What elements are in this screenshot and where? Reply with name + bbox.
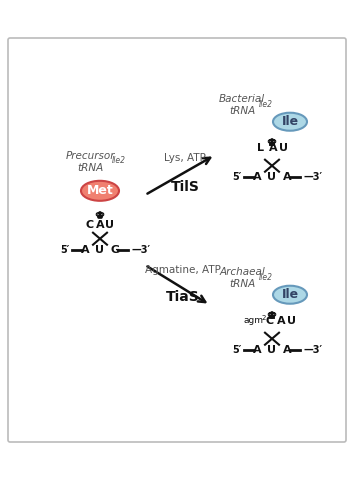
Ellipse shape bbox=[81, 181, 119, 201]
Text: Met: Met bbox=[87, 184, 113, 198]
Ellipse shape bbox=[101, 214, 102, 215]
Ellipse shape bbox=[270, 314, 271, 315]
Text: Ile2: Ile2 bbox=[112, 156, 126, 166]
Text: A: A bbox=[81, 244, 89, 254]
Text: A: A bbox=[253, 172, 261, 181]
Text: Precursor
tRNA: Precursor tRNA bbox=[65, 151, 115, 173]
Text: 5′: 5′ bbox=[61, 244, 70, 254]
Text: A: A bbox=[253, 344, 261, 354]
Text: Agmatine, ATP: Agmatine, ATP bbox=[144, 265, 221, 275]
Text: Bacterial
tRNA: Bacterial tRNA bbox=[219, 94, 265, 116]
Ellipse shape bbox=[273, 314, 274, 315]
Text: L: L bbox=[257, 142, 264, 152]
Text: 2: 2 bbox=[262, 314, 266, 320]
Text: —3′: —3′ bbox=[132, 244, 151, 254]
Text: A: A bbox=[283, 344, 291, 354]
Text: A: A bbox=[283, 172, 291, 181]
Text: U: U bbox=[280, 142, 289, 152]
Text: TiaS: TiaS bbox=[166, 290, 199, 304]
Text: U: U bbox=[96, 244, 104, 254]
Text: U: U bbox=[287, 316, 297, 326]
Text: Ile2: Ile2 bbox=[259, 100, 273, 109]
FancyBboxPatch shape bbox=[8, 38, 346, 442]
Ellipse shape bbox=[273, 286, 307, 304]
Text: agm: agm bbox=[244, 316, 264, 325]
Text: Ile2: Ile2 bbox=[259, 273, 273, 282]
Text: U: U bbox=[268, 172, 276, 181]
Text: A: A bbox=[277, 316, 285, 326]
Ellipse shape bbox=[273, 141, 274, 142]
Text: 5′: 5′ bbox=[233, 172, 242, 181]
Text: Ile: Ile bbox=[281, 288, 298, 301]
Text: TilS: TilS bbox=[171, 180, 199, 194]
Text: —3′: —3′ bbox=[304, 344, 323, 354]
Text: Lys, ATP: Lys, ATP bbox=[164, 153, 206, 163]
Ellipse shape bbox=[98, 214, 99, 215]
Text: G: G bbox=[110, 244, 120, 254]
Text: U: U bbox=[268, 344, 276, 354]
Text: A: A bbox=[269, 142, 277, 152]
Text: Ile: Ile bbox=[281, 115, 298, 128]
Text: C: C bbox=[266, 316, 274, 326]
Text: U: U bbox=[105, 220, 114, 230]
Text: C: C bbox=[86, 220, 94, 230]
Text: 5′: 5′ bbox=[233, 344, 242, 354]
Text: Archaeal
tRNA: Archaeal tRNA bbox=[219, 267, 265, 288]
Ellipse shape bbox=[270, 141, 271, 142]
Text: —3′: —3′ bbox=[304, 172, 323, 181]
Text: A: A bbox=[96, 220, 104, 230]
Ellipse shape bbox=[273, 112, 307, 130]
